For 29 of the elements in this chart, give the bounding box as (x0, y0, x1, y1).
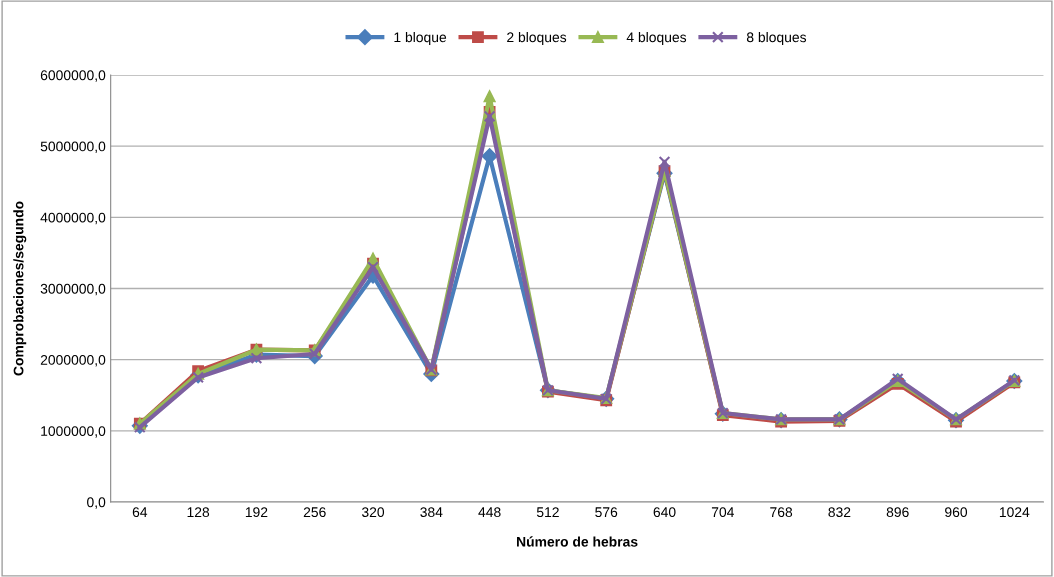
x-tick-label: 704 (711, 507, 734, 518)
y-tick-label: 2000000,0 (40, 355, 106, 367)
legend-label: 8 bloques (746, 32, 807, 45)
legend-label: 2 bloques (507, 32, 567, 45)
y-axis-title: Comprobaciones/segundo (13, 201, 27, 376)
x-tick-label: 640 (653, 507, 676, 518)
y-tick-label: 1000000,0 (41, 426, 106, 438)
x-tick-label: 320 (361, 507, 385, 518)
y-tick-label: 3000000,0 (40, 283, 106, 296)
y-tick-label: 4000000,0 (40, 212, 106, 225)
x-tick-label: 448 (478, 507, 501, 518)
x-tick-label: 576 (595, 507, 618, 518)
x-tick-label: 832 (828, 507, 851, 518)
x-tick-label: 64 (132, 507, 148, 518)
y-tick-label: 0,0 (87, 497, 106, 509)
y-tick-label: 6000000,0 (40, 70, 106, 82)
x-tick-label: 512 (536, 507, 559, 518)
x-tick-label: 1024 (999, 507, 1030, 518)
x-tick-label: 896 (886, 507, 909, 518)
x-tick-label: 384 (420, 507, 443, 518)
y-tick-label: 5000000,0 (40, 141, 106, 153)
legend-label: 1 bloque (394, 32, 447, 45)
x-tick-label: 768 (770, 507, 793, 518)
legend-label: 4 bloques (626, 32, 687, 45)
x-tick-label: 128 (187, 507, 210, 518)
x-axis-title: Número de hebras (517, 536, 638, 547)
x-tick-label: 960 (945, 507, 968, 518)
x-tick-label: 192 (245, 507, 268, 518)
x-tick-label: 256 (303, 507, 326, 518)
